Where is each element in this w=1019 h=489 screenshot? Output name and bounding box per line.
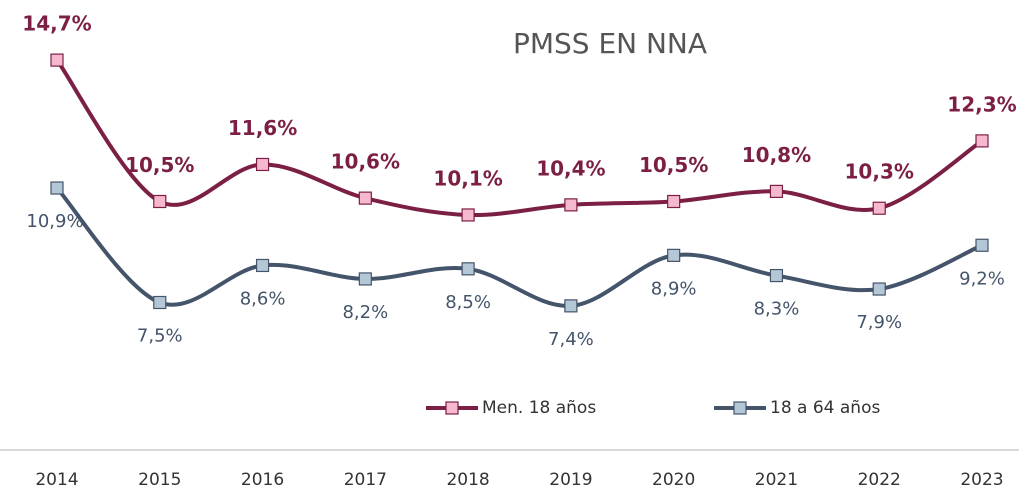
marker	[975, 134, 989, 148]
line	[55, 58, 984, 218]
data-label: 10,8%	[742, 143, 811, 167]
marker	[255, 258, 270, 273]
data-label: 12,3%	[947, 92, 1016, 116]
data-label: 10,1%	[433, 166, 502, 190]
marker	[872, 201, 886, 215]
marker	[255, 157, 270, 172]
legend-marker	[445, 401, 459, 415]
x-tick-label: 2022	[858, 470, 901, 489]
marker	[769, 184, 784, 198]
x-tick-label: 2019	[549, 470, 592, 489]
data-label: 10,3%	[845, 160, 914, 184]
x-tick-label: 2015	[138, 470, 181, 489]
data-label: 10,6%	[331, 150, 400, 174]
data-label: 8,6%	[240, 288, 286, 309]
marker	[461, 208, 475, 222]
chart-title: PMSS EN NNA	[513, 27, 707, 60]
data-label: 7,5%	[137, 326, 183, 347]
marker	[872, 282, 886, 296]
data-label: 8,2%	[342, 302, 388, 323]
marker	[461, 262, 475, 276]
line	[55, 186, 983, 308]
marker	[975, 238, 989, 252]
x-tick-label: 2014	[35, 470, 78, 489]
legend-marker	[733, 401, 747, 415]
data-label: 8,9%	[651, 278, 697, 299]
x-tick-label: 2018	[446, 470, 489, 489]
marker	[667, 194, 681, 209]
data-label: 7,4%	[548, 329, 594, 350]
marker	[358, 191, 372, 205]
x-tick-label: 2023	[960, 470, 1003, 489]
marker	[153, 194, 167, 209]
marker	[667, 248, 681, 262]
data-label: 8,5%	[445, 292, 491, 313]
marker	[564, 198, 578, 212]
data-label: 7,9%	[856, 312, 902, 333]
data-label: 10,4%	[536, 156, 605, 180]
marker	[358, 272, 372, 286]
data-label: 9,2%	[959, 268, 1005, 289]
data-label: 8,3%	[754, 299, 800, 320]
marker	[153, 295, 167, 310]
marker	[769, 268, 784, 283]
data-label: 14,7%	[22, 12, 91, 36]
data-label: 10,5%	[125, 153, 194, 177]
marker	[50, 181, 64, 195]
x-tick-label: 2017	[344, 470, 387, 489]
legend-label: 18 a 64 años	[770, 398, 880, 418]
x-tick-label: 2021	[755, 470, 798, 489]
data-label: 10,5%	[639, 153, 708, 177]
marker	[564, 299, 578, 313]
x-tick-label: 2020	[652, 470, 695, 489]
data-label: 10,9%	[26, 211, 83, 232]
legend-label: Men. 18 años	[482, 398, 596, 418]
data-label: 11,6%	[228, 116, 297, 140]
x-tick-label: 2016	[241, 470, 284, 489]
marker	[50, 53, 64, 67]
